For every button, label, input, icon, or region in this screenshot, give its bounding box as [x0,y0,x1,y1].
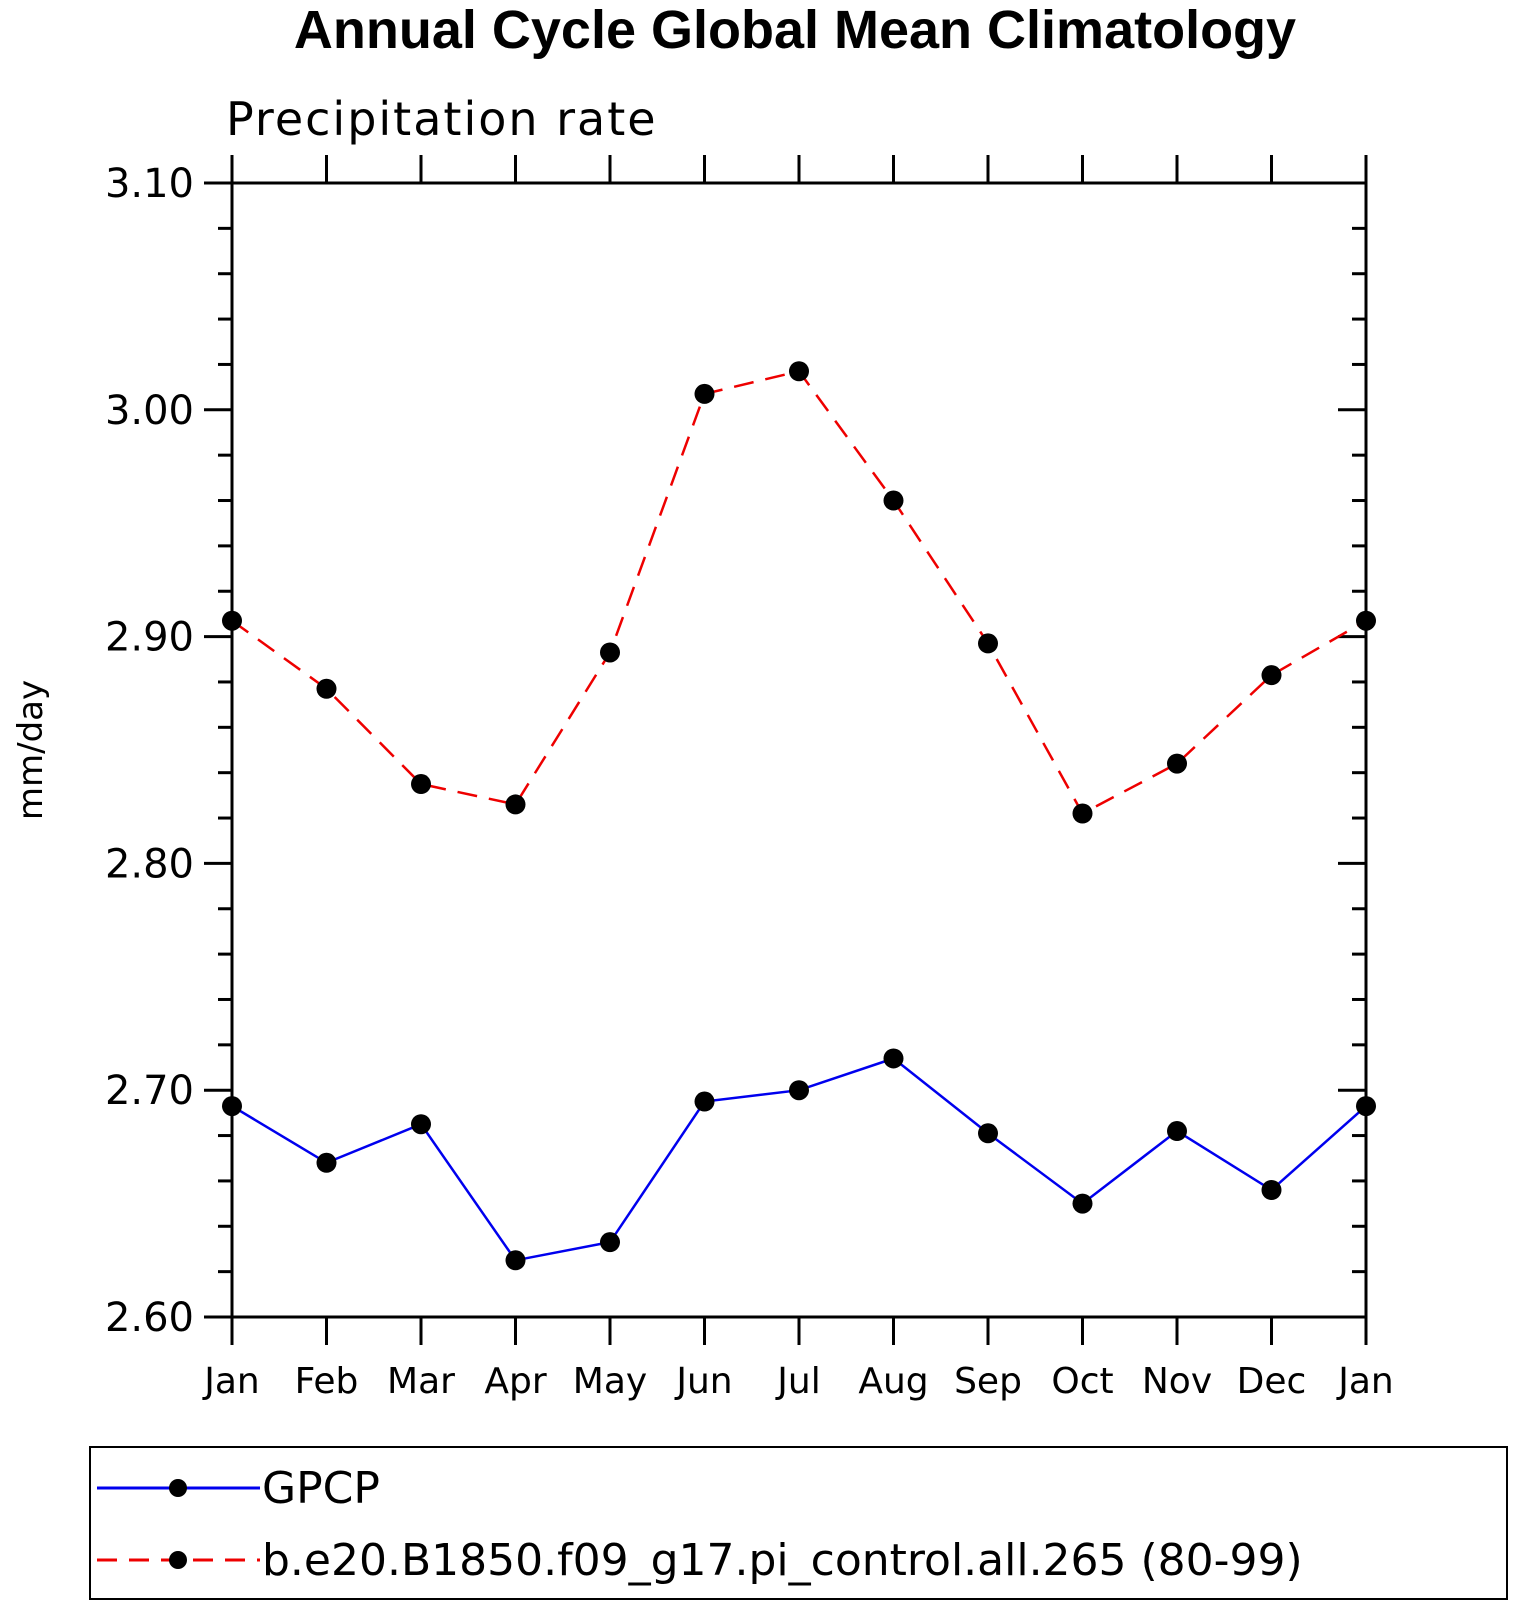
x-tick-label: Jan [202,1361,260,1402]
y-tick-label: 2.70 [105,1068,194,1114]
data-point-0 [789,1080,809,1101]
x-tick-label: Jan [1336,1361,1394,1402]
x-tick-label: Dec [1237,1361,1307,1402]
data-point-1 [600,642,620,663]
y-tick-label: 3.00 [105,388,194,434]
data-point-1 [316,678,337,699]
x-tick-label: Nov [1142,1361,1212,1402]
plot-frame [230,181,1368,1319]
data-point-1 [694,383,715,404]
x-tick-labels: Jan Feb Mar Apr May Jun Jul Aug Sep Oct Nov Dec Jan [202,1361,1394,1402]
legend-label-model: b.e20.B1850.f09_g17.pi_control.all.265 (… [262,1535,1303,1586]
y-tick-label: 3.10 [105,161,194,207]
data-point-0 [316,1152,337,1173]
data-point-1 [505,794,526,815]
legend-marker-gpcp [169,1479,187,1497]
data-point-1 [411,774,431,795]
y-tick-label: 2.90 [105,615,194,661]
data-point-1 [789,361,809,382]
series-layer [222,361,1376,1271]
data-point-1 [883,490,904,511]
legend-box [89,1446,1508,1600]
data-point-1 [1072,803,1093,824]
x-tick-label: Apr [484,1361,546,1402]
data-point-1 [222,610,242,631]
x-tick-label: Feb [295,1361,359,1402]
x-tick-label: Aug [858,1361,928,1402]
data-point-0 [411,1114,431,1135]
x-tick-label: Mar [387,1361,455,1402]
axis-ticks [204,155,1368,1345]
data-point-0 [505,1250,526,1271]
series-line-1 [231,369,1367,816]
data-point-1 [1261,665,1282,686]
data-point-1 [1356,610,1376,631]
data-point-0 [1356,1096,1376,1117]
y-tick-labels: 2.60 2.70 2.80 2.90 3.00 3.10 [105,161,194,1341]
chart-title: Annual Cycle Global Mean Climatology [294,0,1296,60]
legend: GPCP b.e20.B1850.f09_g17.pi_control.all.… [89,1446,1508,1600]
y-tick-label: 2.80 [105,841,194,887]
y-tick-label: 2.60 [105,1295,194,1341]
data-point-0 [1261,1179,1282,1200]
x-tick-label: Sep [954,1361,1022,1402]
data-point-0 [222,1096,242,1117]
data-point-0 [978,1123,998,1144]
data-point-0 [1072,1193,1093,1214]
x-tick-label: Oct [1051,1361,1113,1402]
data-point-0 [694,1091,715,1112]
y-axis-label: mm/day [11,680,51,820]
x-tick-label: Jun [674,1361,732,1402]
data-point-0 [1167,1121,1187,1142]
x-tick-label: Jul [775,1361,820,1402]
legend-entry-gpcp: GPCP [97,1463,380,1514]
data-point-1 [978,633,998,654]
x-tick-label: May [573,1361,647,1402]
data-point-1 [1167,753,1187,774]
legend-marker-model [169,1551,187,1569]
data-point-0 [600,1232,620,1253]
legend-label-gpcp: GPCP [262,1463,380,1514]
data-point-0 [883,1048,904,1069]
legend-entry-model: b.e20.B1850.f09_g17.pi_control.all.265 (… [97,1535,1303,1586]
chart-subtitle: Precipitation rate [226,92,658,146]
